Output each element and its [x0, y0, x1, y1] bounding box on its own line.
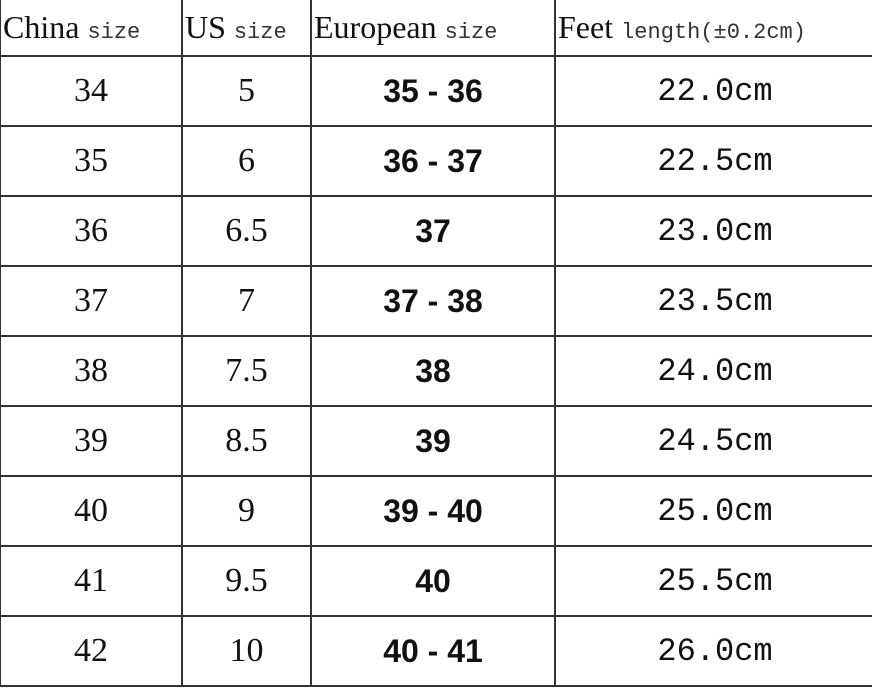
- cell-feet: 24.5cm: [554, 405, 872, 477]
- table-row: 34 5 35 - 36 22.0cm: [0, 55, 872, 127]
- cell-china: 34: [0, 55, 183, 127]
- header-sub: length(±0.2cm): [621, 20, 806, 45]
- cell-eu: 37 - 38: [310, 265, 556, 337]
- cell-eu: 40: [310, 545, 556, 617]
- table-row: 41 9.5 40 25.5cm: [0, 545, 872, 617]
- cell-china: 36: [0, 195, 183, 267]
- cell-china: 40: [0, 475, 183, 547]
- header-row: China size US size European size Feet le…: [0, 0, 872, 57]
- header-sub: size: [233, 20, 287, 45]
- cell-us: 6: [181, 125, 312, 197]
- table-row: 42 10 40 - 41 26.0cm: [0, 615, 872, 687]
- cell-eu: 36 - 37: [310, 125, 556, 197]
- table-row: 38 7.5 38 24.0cm: [0, 335, 872, 407]
- cell-us: 5: [181, 55, 312, 127]
- header-european-size: European size: [310, 0, 556, 57]
- table-row: 40 9 39 - 40 25.0cm: [0, 475, 872, 547]
- cell-eu: 39: [310, 405, 556, 477]
- cell-us: 10: [181, 615, 312, 687]
- table-row: 37 7 37 - 38 23.5cm: [0, 265, 872, 337]
- cell-china: 42: [0, 615, 183, 687]
- table-row: 36 6.5 37 23.0cm: [0, 195, 872, 267]
- header-china-size: China size: [0, 0, 183, 57]
- header-sub: size: [87, 20, 141, 45]
- cell-china: 38: [0, 335, 183, 407]
- header-main: China: [3, 9, 80, 45]
- cell-us: 7: [181, 265, 312, 337]
- cell-china: 35: [0, 125, 183, 197]
- header-main: US: [185, 9, 226, 45]
- cell-us: 7.5: [181, 335, 312, 407]
- header-main: European: [314, 9, 437, 45]
- cell-feet: 22.0cm: [554, 55, 872, 127]
- header-main: Feet: [558, 9, 614, 45]
- cell-eu: 35 - 36: [310, 55, 556, 127]
- cell-feet: 26.0cm: [554, 615, 872, 687]
- cell-us: 6.5: [181, 195, 312, 267]
- cell-us: 9.5: [181, 545, 312, 617]
- table-row: 35 6 36 - 37 22.5cm: [0, 125, 872, 197]
- cell-eu: 39 - 40: [310, 475, 556, 547]
- header-us-size: US size: [181, 0, 312, 57]
- table-row: 39 8.5 39 24.5cm: [0, 405, 872, 477]
- cell-eu: 38: [310, 335, 556, 407]
- cell-feet: 24.0cm: [554, 335, 872, 407]
- cell-china: 37: [0, 265, 183, 337]
- cell-feet: 22.5cm: [554, 125, 872, 197]
- cell-feet: 25.5cm: [554, 545, 872, 617]
- header-feet-length: Feet length(±0.2cm): [554, 0, 872, 57]
- cell-feet: 25.0cm: [554, 475, 872, 547]
- cell-china: 39: [0, 405, 183, 477]
- cell-china: 41: [0, 545, 183, 617]
- cell-feet: 23.5cm: [554, 265, 872, 337]
- cell-eu: 37: [310, 195, 556, 267]
- cell-us: 9: [181, 475, 312, 547]
- cell-us: 8.5: [181, 405, 312, 477]
- cell-feet: 23.0cm: [554, 195, 872, 267]
- header-sub: size: [444, 20, 498, 45]
- cell-eu: 40 - 41: [310, 615, 556, 687]
